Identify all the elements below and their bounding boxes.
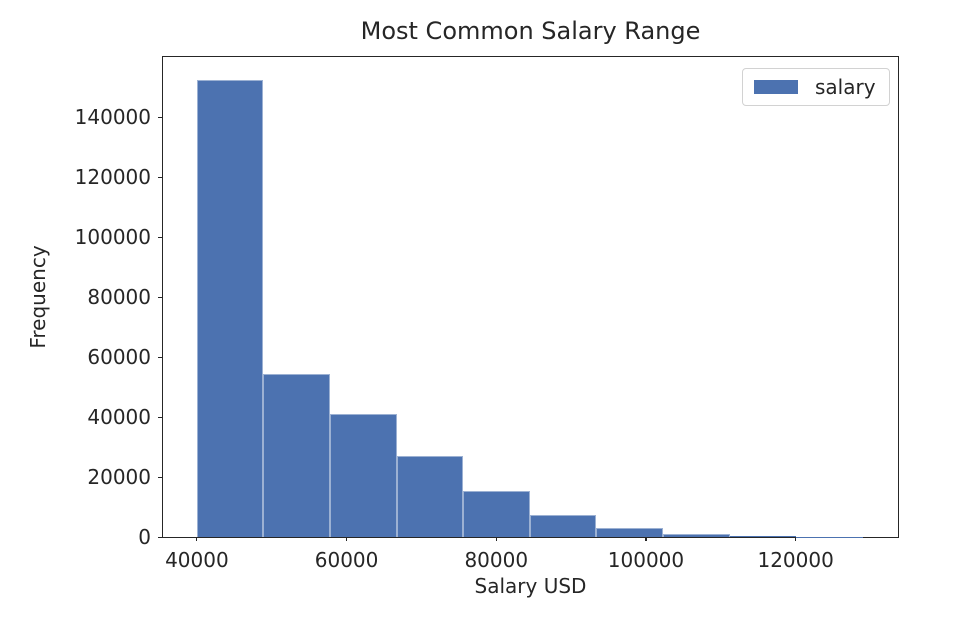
legend-label-salary: salary: [815, 74, 876, 99]
y-tick-label: 20000: [87, 464, 151, 489]
y-tick-mark: [158, 476, 162, 478]
plot-area: salary: [162, 56, 899, 538]
histogram-bar: [329, 413, 397, 537]
chart-title: Most Common Salary Range: [360, 17, 701, 45]
x-tick-label: 60000: [314, 548, 379, 572]
x-tick-mark: [795, 537, 797, 542]
y-tick-mark: [158, 296, 162, 298]
y-tick-label: 60000: [87, 344, 151, 369]
y-tick-label: 120000: [74, 164, 151, 189]
x-tick-mark: [645, 537, 647, 542]
histogram-bar: [263, 373, 330, 537]
y-tick-mark: [158, 356, 162, 358]
y-tick-label: 0: [138, 524, 151, 549]
x-tick-mark: [196, 537, 198, 542]
y-tick-label: 140000: [74, 104, 151, 129]
y-tick-mark: [158, 116, 162, 118]
y-tick-mark: [158, 536, 162, 538]
y-tick-mark: [158, 416, 162, 418]
legend: salary: [742, 68, 890, 106]
histogram-bar: [662, 533, 730, 537]
x-tick-label: 80000: [464, 548, 529, 572]
x-tick-label: 40000: [165, 548, 229, 572]
histogram-bar: [196, 79, 264, 537]
histogram-bar: [596, 527, 663, 537]
x-tick-label: 120000: [757, 548, 834, 572]
y-tick-mark: [158, 236, 162, 238]
x-axis-label: Salary USD: [474, 574, 587, 598]
histogram-bar: [396, 456, 464, 537]
y-tick-label: 40000: [87, 404, 151, 429]
y-tick-mark: [158, 176, 162, 178]
legend-swatch-salary: [754, 80, 798, 94]
x-tick-mark: [495, 537, 497, 542]
histogram-bar: [463, 490, 530, 537]
histogram-bar: [529, 514, 597, 537]
x-tick-mark: [345, 537, 348, 542]
y-tick-label: 80000: [87, 284, 151, 309]
x-tick-label: 100000: [607, 548, 685, 572]
y-tick-label: 100000: [74, 224, 151, 249]
histogram-bar: [729, 536, 797, 537]
